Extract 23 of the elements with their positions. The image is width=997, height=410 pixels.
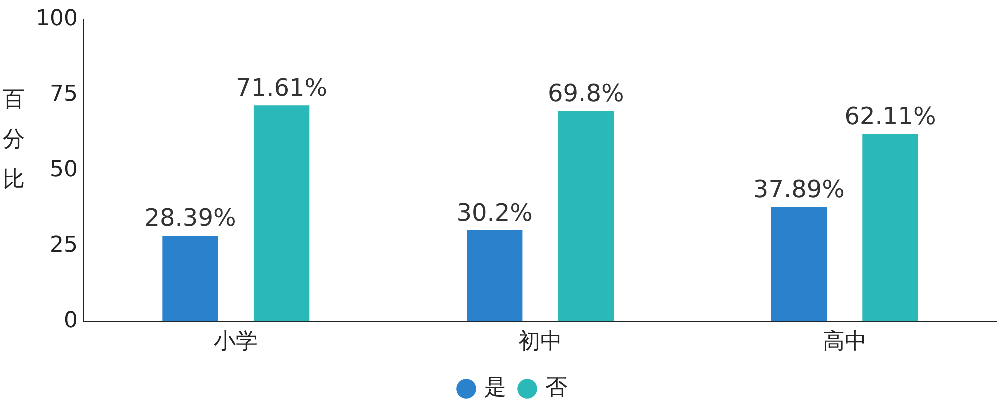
data-label: 69.8% — [548, 79, 624, 108]
bar — [254, 106, 310, 322]
bar — [467, 230, 523, 322]
data-label: 37.89% — [753, 176, 845, 204]
x-tick-label: 高中 — [822, 330, 867, 355]
x-tick-label: 小学 — [214, 330, 258, 355]
data-label: 28.39% — [144, 204, 236, 232]
y-axis-title: 百分比 — [3, 88, 25, 193]
y-tick-label: 75 — [50, 82, 78, 108]
data-label: 71.61% — [236, 74, 328, 102]
y-tick-label: 0 — [64, 308, 78, 334]
y-tick-label: 25 — [50, 232, 78, 258]
y-tick-label: 50 — [50, 158, 78, 183]
bar — [162, 236, 218, 322]
bar — [558, 111, 614, 322]
data-label: 62.11% — [844, 102, 936, 131]
y-tick-label: 100 — [36, 6, 78, 32]
legend-label: 是 — [484, 376, 506, 401]
bar — [862, 134, 918, 322]
x-tick-label: 初中 — [518, 330, 562, 355]
bar — [771, 207, 828, 322]
legend-label: 否 — [546, 376, 568, 401]
data-label: 30.2% — [456, 198, 533, 227]
